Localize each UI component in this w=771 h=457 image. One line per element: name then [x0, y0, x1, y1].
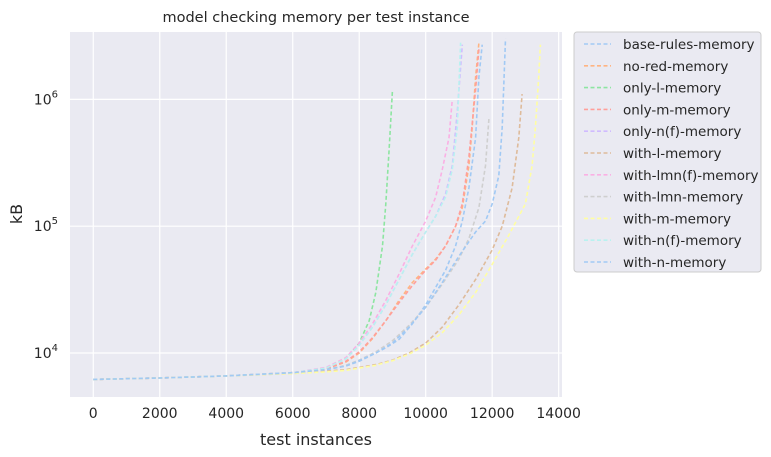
legend-label: no-red-memory	[623, 59, 728, 75]
x-tick-label: 8000	[341, 406, 377, 422]
series-line-with-m-memory	[93, 44, 542, 381]
y-tick-exponent: 4	[52, 343, 58, 354]
y-tick-label: 104	[34, 343, 58, 362]
series-line-with-n-memory	[93, 38, 507, 381]
legend-label: only-l-memory	[623, 81, 721, 97]
legend-label: with-n(f)-memory	[623, 233, 742, 249]
x-tick-label: 4000	[208, 406, 244, 422]
series-lines	[93, 38, 542, 381]
legend-label: only-n(f)-memory	[623, 124, 741, 140]
legend-frame	[573, 31, 762, 273]
y-tick-label: 106	[34, 89, 58, 108]
y-tick-exponent: 6	[52, 89, 58, 100]
series-line-only-m-memory	[93, 48, 480, 381]
legend-label: with-n-memory	[623, 255, 726, 271]
legend-label: with-m-memory	[623, 211, 731, 227]
legend: base-rules-memory no-red-memory only-l-mem…	[573, 31, 762, 273]
legend-label: with-lmn-memory	[623, 190, 743, 206]
x-tick-label: 6000	[275, 406, 311, 422]
chart-title: model checking memory per test instance	[162, 10, 469, 26]
y-tick-label: 105	[34, 216, 58, 235]
y-tick-exponent: 5	[52, 216, 58, 227]
x-axis-label: test instances	[260, 430, 372, 449]
x-tick-label: 0	[89, 406, 98, 422]
x-grid	[92, 32, 560, 397]
y-axis-label: kB	[7, 204, 26, 224]
x-tick-label: 14000	[536, 406, 581, 422]
plot-background	[70, 32, 562, 397]
legend-label: with-lmn(f)-memory	[623, 168, 759, 184]
x-tick-label: 10000	[403, 406, 448, 422]
legend-label: with-l-memory	[623, 146, 722, 162]
y-tick-base: 10	[34, 219, 52, 235]
x-tick-label: 2000	[142, 406, 178, 422]
x-tick-label: 12000	[470, 406, 515, 422]
x-tick-labels: 0 2000 4000 6000 8000 10000 12000 14000	[89, 406, 581, 422]
y-tick-base: 10	[34, 92, 52, 108]
legend-label: base-rules-memory	[623, 37, 755, 53]
legend-label: only-m-memory	[623, 102, 731, 118]
y-tick-base: 10	[34, 346, 52, 362]
